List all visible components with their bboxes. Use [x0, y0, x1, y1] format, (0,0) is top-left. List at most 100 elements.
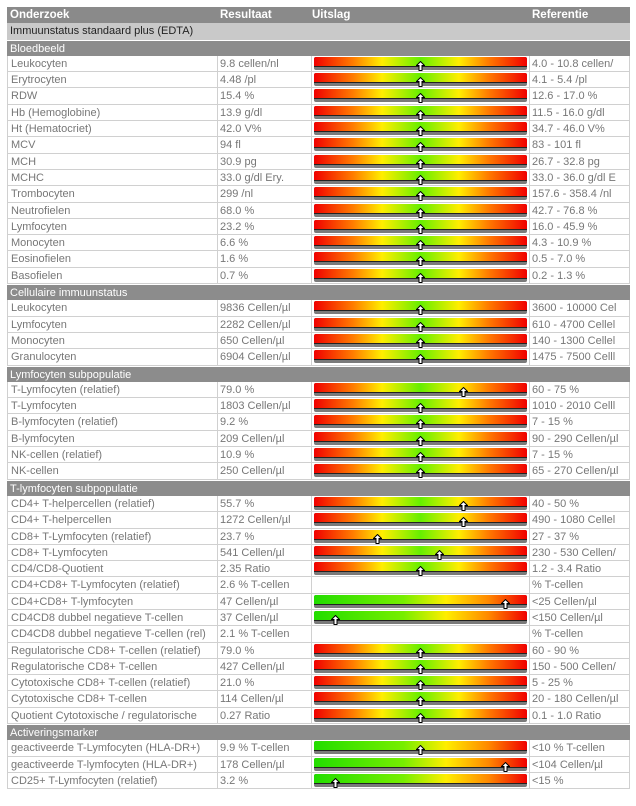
test-result: 9836 Cellen/µl: [218, 300, 312, 316]
reference-range: 34.7 - 46.0 V%: [530, 121, 630, 137]
test-name: Quotient Cytotoxische / regulatorische: [7, 707, 218, 724]
test-result: 9.8 cellen/nl: [218, 55, 312, 72]
result-gauge-cell: [312, 267, 530, 284]
arrow-up-icon: [415, 141, 426, 153]
result-gauge: [314, 170, 527, 185]
table-row: Basofielen 0.7 % 0.2 - 1.3 %: [7, 267, 630, 285]
test-name: Hb (Hemoglobine): [7, 104, 218, 121]
table-row: Regulatorische CD8+ T-cellen (relatief) 7…: [7, 642, 630, 659]
reference-range: 60 - 90 %: [530, 642, 630, 658]
test-name: Granulocyten: [7, 349, 218, 365]
reference-range: <150 Cellen/µl: [530, 609, 630, 626]
arrow-up-icon: [415, 353, 426, 365]
test-name: Regulatorische CD8+ T-cellen: [7, 658, 218, 675]
result-gauge-cell: [312, 153, 530, 169]
table-row: NK-cellen 250 Cellen/µl 65 - 270 Cellen/µl: [7, 463, 630, 480]
arrow-up-icon: [457, 516, 469, 528]
test-name: RDW: [7, 88, 218, 104]
result-gauge-cell: [312, 235, 530, 251]
result-gauge-cell: [312, 772, 530, 789]
test-result: 79.0 %: [218, 642, 312, 658]
result-gauge-cell: [312, 626, 530, 642]
result-gauge: [314, 594, 527, 609]
result-gauge-cell: [312, 544, 530, 561]
test-result: 13.9 g/dl: [218, 104, 312, 121]
test-name: B-lymfocyten (relatief): [7, 414, 218, 430]
table-row: RDW 15.4 % 12.6 - 17.0 %: [7, 88, 630, 105]
table-row: Erytrocyten 4.48 /pl 4.1 - 5.4 /pl: [7, 72, 630, 89]
result-gauge: [314, 317, 527, 332]
test-result: 427 Cellen/µl: [218, 658, 312, 675]
gauge-gradient: [314, 496, 527, 507]
reference-range: 0.1 - 1.0 Ratio: [530, 707, 630, 724]
test-result: 541 Cellen/µl: [218, 544, 312, 561]
table-row: Leukocyten 9836 Cellen/µl 3600 - 10000 Cel: [7, 300, 630, 317]
col-onderzoek: Onderzoek: [10, 9, 70, 21]
reference-range: 83 - 101 fl: [530, 137, 630, 153]
result-gauge-cell: [312, 642, 530, 658]
test-result: 47 Cellen/µl: [218, 593, 312, 609]
reference-range: 20 - 180 Cellen/µl: [530, 691, 630, 707]
arrow-up-icon: [457, 386, 469, 397]
test-result: 4.48 /pl: [218, 72, 312, 88]
arrow-up-icon: [415, 190, 426, 202]
section-header: T-lymfocyten subpopulatie: [7, 479, 630, 496]
test-name: Monocyten: [7, 235, 218, 251]
reference-range: 3600 - 10000 Cel: [530, 300, 630, 316]
col-referentie: Referentie: [532, 9, 589, 21]
reference-range: 42.7 - 76.8 %: [530, 202, 630, 218]
test-name: MCHC: [7, 169, 218, 186]
reference-range: 140 - 1300 Cellel: [530, 332, 630, 349]
result-gauge-cell: [312, 251, 530, 267]
test-name: Basofielen: [7, 267, 218, 284]
table-row: Ht (Hematocriet) 42.0 V% 34.7 - 46.0 V%: [7, 121, 630, 138]
arrow-up-icon: [415, 92, 426, 104]
test-name: Cytotoxische CD8+ T-cellen (relatief): [7, 675, 218, 691]
result-gauge-cell: [312, 121, 530, 137]
test-name: Trombocyten: [7, 186, 218, 202]
reference-range: 7 - 15 %: [530, 414, 630, 430]
arrow-up-icon: [415, 435, 426, 446]
table-row: Cytotoxische CD8+ T-cellen 114 Cellen/µl 2…: [7, 691, 630, 708]
test-name: Cytotoxische CD8+ T-cellen: [7, 691, 218, 707]
table-row: CD4/CD8-Quotient 2.35 Ratio 1.2 - 3.4 Rati…: [7, 561, 630, 578]
table-row: CD4CD8 dubbel negatieve T-cellen (rel) 2.…: [7, 626, 630, 643]
result-gauge: [314, 268, 527, 283]
test-result: 0.7 %: [218, 267, 312, 284]
test-name: CD4/CD8-Quotient: [7, 561, 218, 577]
arrow-up-icon: [415, 744, 426, 756]
result-gauge: [314, 252, 527, 267]
gauge-gradient: [314, 594, 527, 605]
arrow-up-icon: [415, 76, 426, 88]
arrow-up-icon: [415, 255, 426, 267]
result-gauge: [314, 236, 527, 251]
test-name: CD4+ T-helpercellen: [7, 512, 218, 528]
table-row: CD4+ T-helpercellen 1272 Cellen/µl 490 - 1…: [7, 512, 630, 529]
result-gauge: [314, 513, 527, 528]
result-gauge: [314, 203, 527, 218]
gauge-gradient: [314, 513, 527, 524]
reference-range: 0.2 - 1.3 %: [530, 267, 630, 284]
test-result: 9.2 %: [218, 414, 312, 430]
test-result: 15.4 %: [218, 88, 312, 104]
test-result: 2.1 % T-cellen: [218, 626, 312, 642]
result-gauge-cell: [312, 88, 530, 104]
reference-range: 40 - 50 %: [530, 495, 630, 512]
results-table: Onderzoek Resultaat Uitslag Referentie I…: [7, 7, 630, 790]
test-name: T-Lymfocyten (relatief): [7, 381, 218, 398]
result-gauge: [314, 122, 527, 137]
table-row: Quotient Cytotoxische / regulatorische 0.…: [7, 707, 630, 725]
test-name: Ht (Hematocriet): [7, 121, 218, 137]
table-row: CD4+CD8+ T-Lymfocyten (relatief) 2.6 % T-…: [7, 577, 630, 594]
test-name: NK-cellen (relatief): [7, 447, 218, 463]
test-result: 79.0 %: [218, 381, 312, 398]
group-title: Immuunstatus standaard plus (EDTA): [7, 23, 630, 40]
test-name: Regulatorische CD8+ T-cellen (relatief): [7, 642, 218, 658]
result-gauge-cell: [312, 186, 530, 202]
reference-range: <104 Cellen/µl: [530, 756, 630, 772]
result-gauge: [314, 138, 527, 153]
result-gauge: [314, 529, 527, 544]
test-name: CD4+CD8+ T-Lymfocyten (relatief): [7, 577, 218, 593]
reference-range: 90 - 290 Cellen/µl: [530, 430, 630, 447]
result-gauge: [314, 431, 527, 446]
